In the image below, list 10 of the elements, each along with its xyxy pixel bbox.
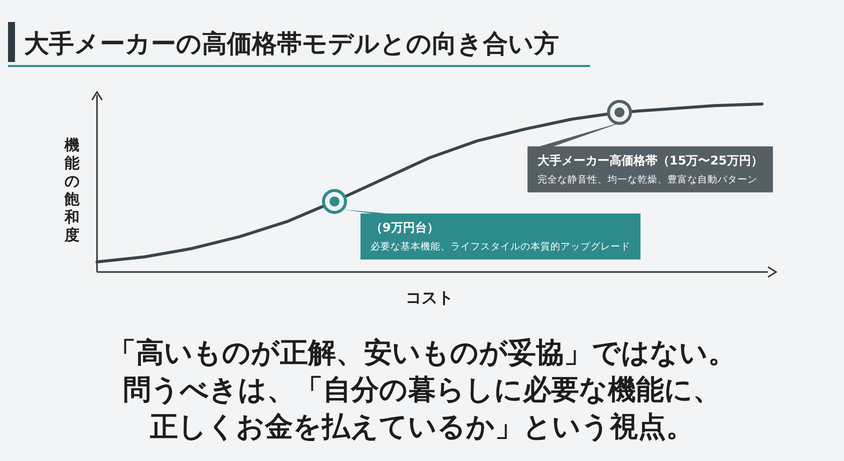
chart-title: 大手メーカーの高価格帯モデルとの向き合い方 — [24, 29, 559, 58]
text: 正しくお金を払えているか」という視点。 — [149, 410, 694, 443]
x-axis-title: コスト — [406, 288, 454, 307]
y-axis-title: 機能の飽和度 — [64, 136, 80, 244]
annotation: 必要な基本機能、ライフスタイルの本質的アップグレード — [370, 240, 630, 252]
annotation: （9万円台） — [370, 220, 439, 234]
annotation: 完全な静音性、均一な乾燥、豊富な自動パターン — [538, 173, 758, 186]
annotation: 大手メーカー高価格帯（15万〜25万円） — [538, 153, 763, 168]
text: 「高いものが正解、安いものが妥協」ではない。 — [108, 336, 736, 369]
text: 問うべきは、「自分の暮らしに必要な機能に、 — [123, 373, 721, 406]
